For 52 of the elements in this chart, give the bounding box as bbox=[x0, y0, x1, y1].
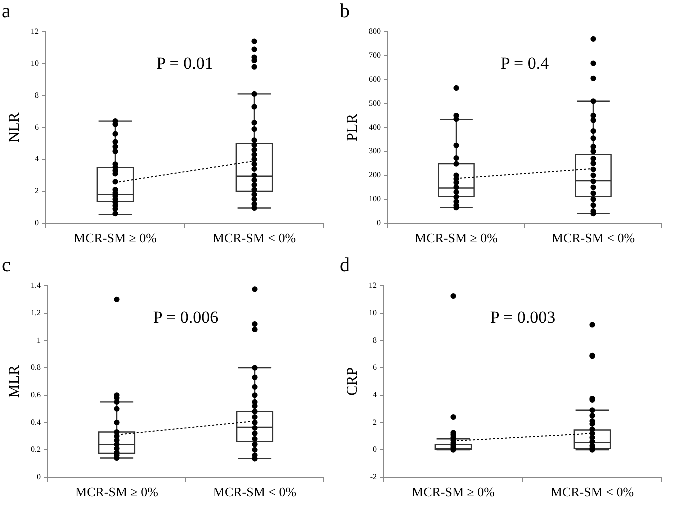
annotation: P = 0.006 bbox=[153, 308, 219, 328]
annotation: P = 0.01 bbox=[156, 54, 214, 74]
y-axis-title: CRP bbox=[344, 368, 361, 396]
y-tick-label: 500 bbox=[369, 98, 381, 108]
y-tick-label: 2 bbox=[373, 418, 377, 427]
annotation: P = 0.003 bbox=[490, 308, 556, 328]
y-axis-title: MLR bbox=[6, 365, 23, 398]
chart-title: d bbox=[340, 254, 350, 276]
y-tick-label: -2 bbox=[370, 472, 377, 482]
y-tick-label: 800 bbox=[369, 27, 381, 36]
y-tick-label: 6 bbox=[373, 363, 377, 372]
y-tick-label: 0 bbox=[373, 445, 377, 454]
y-tick-label: 1.4 bbox=[31, 281, 41, 290]
y-tick-label: 8 bbox=[35, 90, 39, 100]
y-tick-label: 0.2 bbox=[31, 445, 41, 454]
y-tick-label: 100 bbox=[369, 194, 381, 204]
y-tick-label: 4 bbox=[373, 390, 377, 400]
y-tick-label: 1.2 bbox=[31, 308, 41, 318]
y-tick-label: 8 bbox=[373, 336, 377, 345]
y-tick-label: 0 bbox=[35, 218, 39, 228]
y-tick-label: 1 bbox=[37, 336, 41, 345]
y-axis-title: NLR bbox=[6, 112, 23, 143]
y-tick-label: 0.4 bbox=[31, 418, 41, 427]
y-tick-label: 4 bbox=[35, 154, 39, 164]
annotation: P = 0.4 bbox=[500, 54, 550, 74]
y-tick-label: 0.8 bbox=[31, 363, 41, 372]
y-tick-label: 300 bbox=[369, 146, 381, 156]
y-tick-label: 12 bbox=[369, 281, 377, 290]
x-tick-label: MCR-SM ≥ 0% bbox=[76, 484, 159, 500]
y-tick-label: 12 bbox=[31, 27, 39, 36]
y-tick-label: 600 bbox=[369, 74, 381, 84]
y-tick-label: 0.6 bbox=[31, 390, 41, 400]
y-tick-label: 400 bbox=[369, 122, 381, 132]
y-tick-label: 6 bbox=[35, 122, 39, 132]
x-tick-label: MCR-SM ≥ 0% bbox=[412, 484, 496, 500]
x-tick-label: MCR-SM < 0% bbox=[552, 230, 636, 246]
x-tick-label: MCR-SM < 0% bbox=[550, 484, 634, 500]
x-tick-label: MCR-SM < 0% bbox=[212, 230, 296, 246]
y-tick-label: 700 bbox=[369, 51, 381, 60]
x-tick-label: MCR-SM ≥ 0% bbox=[74, 230, 158, 246]
y-tick-label: 200 bbox=[369, 170, 381, 180]
y-tick-label: 10 bbox=[369, 308, 377, 318]
chart-title: c bbox=[2, 254, 11, 276]
y-tick-label: 2 bbox=[35, 186, 39, 196]
x-tick-label: MCR-SM ≥ 0% bbox=[415, 230, 498, 246]
chart-title: b bbox=[340, 0, 350, 22]
y-tick-label: 10 bbox=[31, 58, 39, 68]
chart-title: a bbox=[2, 0, 11, 22]
x-tick-label: MCR-SM < 0% bbox=[213, 484, 297, 500]
y-axis-title: PLR bbox=[344, 114, 361, 142]
y-tick-label: 0 bbox=[377, 218, 381, 228]
y-tick-label: 0 bbox=[37, 472, 41, 482]
